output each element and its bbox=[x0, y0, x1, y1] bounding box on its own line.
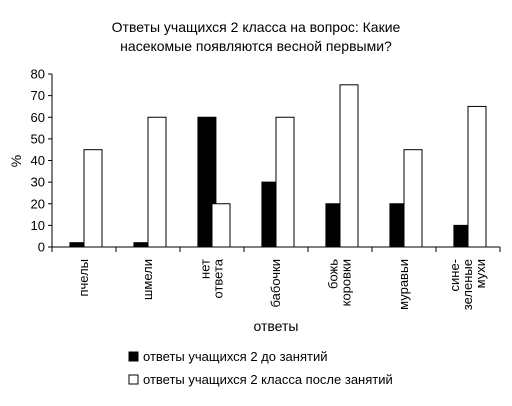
x-tick-label: мухи bbox=[473, 259, 488, 288]
legend-swatch-1 bbox=[128, 351, 139, 362]
x-tick-label: пчелы bbox=[76, 259, 91, 297]
x-tick-label: шмели bbox=[140, 259, 155, 300]
x-tick-label: зеленые bbox=[460, 259, 475, 310]
y-tick-label: 50 bbox=[31, 131, 45, 146]
bar-series-1-3 bbox=[197, 116, 217, 248]
y-tick-label: 20 bbox=[31, 196, 45, 211]
legend: ответы учащихся 2 до занятий ответы учащи… bbox=[128, 349, 393, 387]
x-tick-label: коровки bbox=[339, 259, 354, 306]
x-tick-label: сине- bbox=[447, 259, 462, 292]
legend-swatch-2 bbox=[128, 374, 139, 385]
bar-series-2-7 bbox=[467, 105, 487, 248]
bar-series-2-1 bbox=[83, 149, 103, 248]
bar-series-2-5 bbox=[339, 84, 359, 248]
bar-series-2-2 bbox=[147, 116, 167, 248]
x-tick-label: нет bbox=[198, 259, 213, 279]
x-axis-label: ответы bbox=[254, 318, 299, 334]
bar-series-2-4 bbox=[275, 116, 295, 248]
x-tick-label: божь bbox=[326, 259, 341, 289]
x-tick-label: ответа bbox=[211, 258, 226, 298]
x-tick-label: муравьи bbox=[396, 259, 411, 310]
y-tick-label: 0 bbox=[38, 240, 45, 255]
legend-label-2: ответы учащихся 2 класса после занятий bbox=[143, 372, 393, 387]
y-tick-label: 60 bbox=[31, 110, 45, 125]
chart-title-line-2: насекомые появляются весной первыми? bbox=[120, 38, 392, 54]
y-tick-label: 80 bbox=[31, 67, 45, 82]
x-tick-label: бабочки bbox=[268, 259, 283, 308]
chart-title-line-1: Ответы учащихся 2 класса на вопрос: Каки… bbox=[112, 19, 401, 35]
y-tick-label: 30 bbox=[31, 175, 45, 190]
bar-series-2-3 bbox=[211, 203, 231, 248]
y-tick-label: 70 bbox=[31, 88, 45, 103]
y-tick-label: 40 bbox=[31, 153, 45, 168]
bar-series-2-6 bbox=[403, 149, 423, 248]
legend-label-1: ответы учащихся 2 до занятий bbox=[143, 349, 328, 364]
y-tick-label: 10 bbox=[31, 218, 45, 233]
y-axis-label: % bbox=[8, 155, 24, 167]
